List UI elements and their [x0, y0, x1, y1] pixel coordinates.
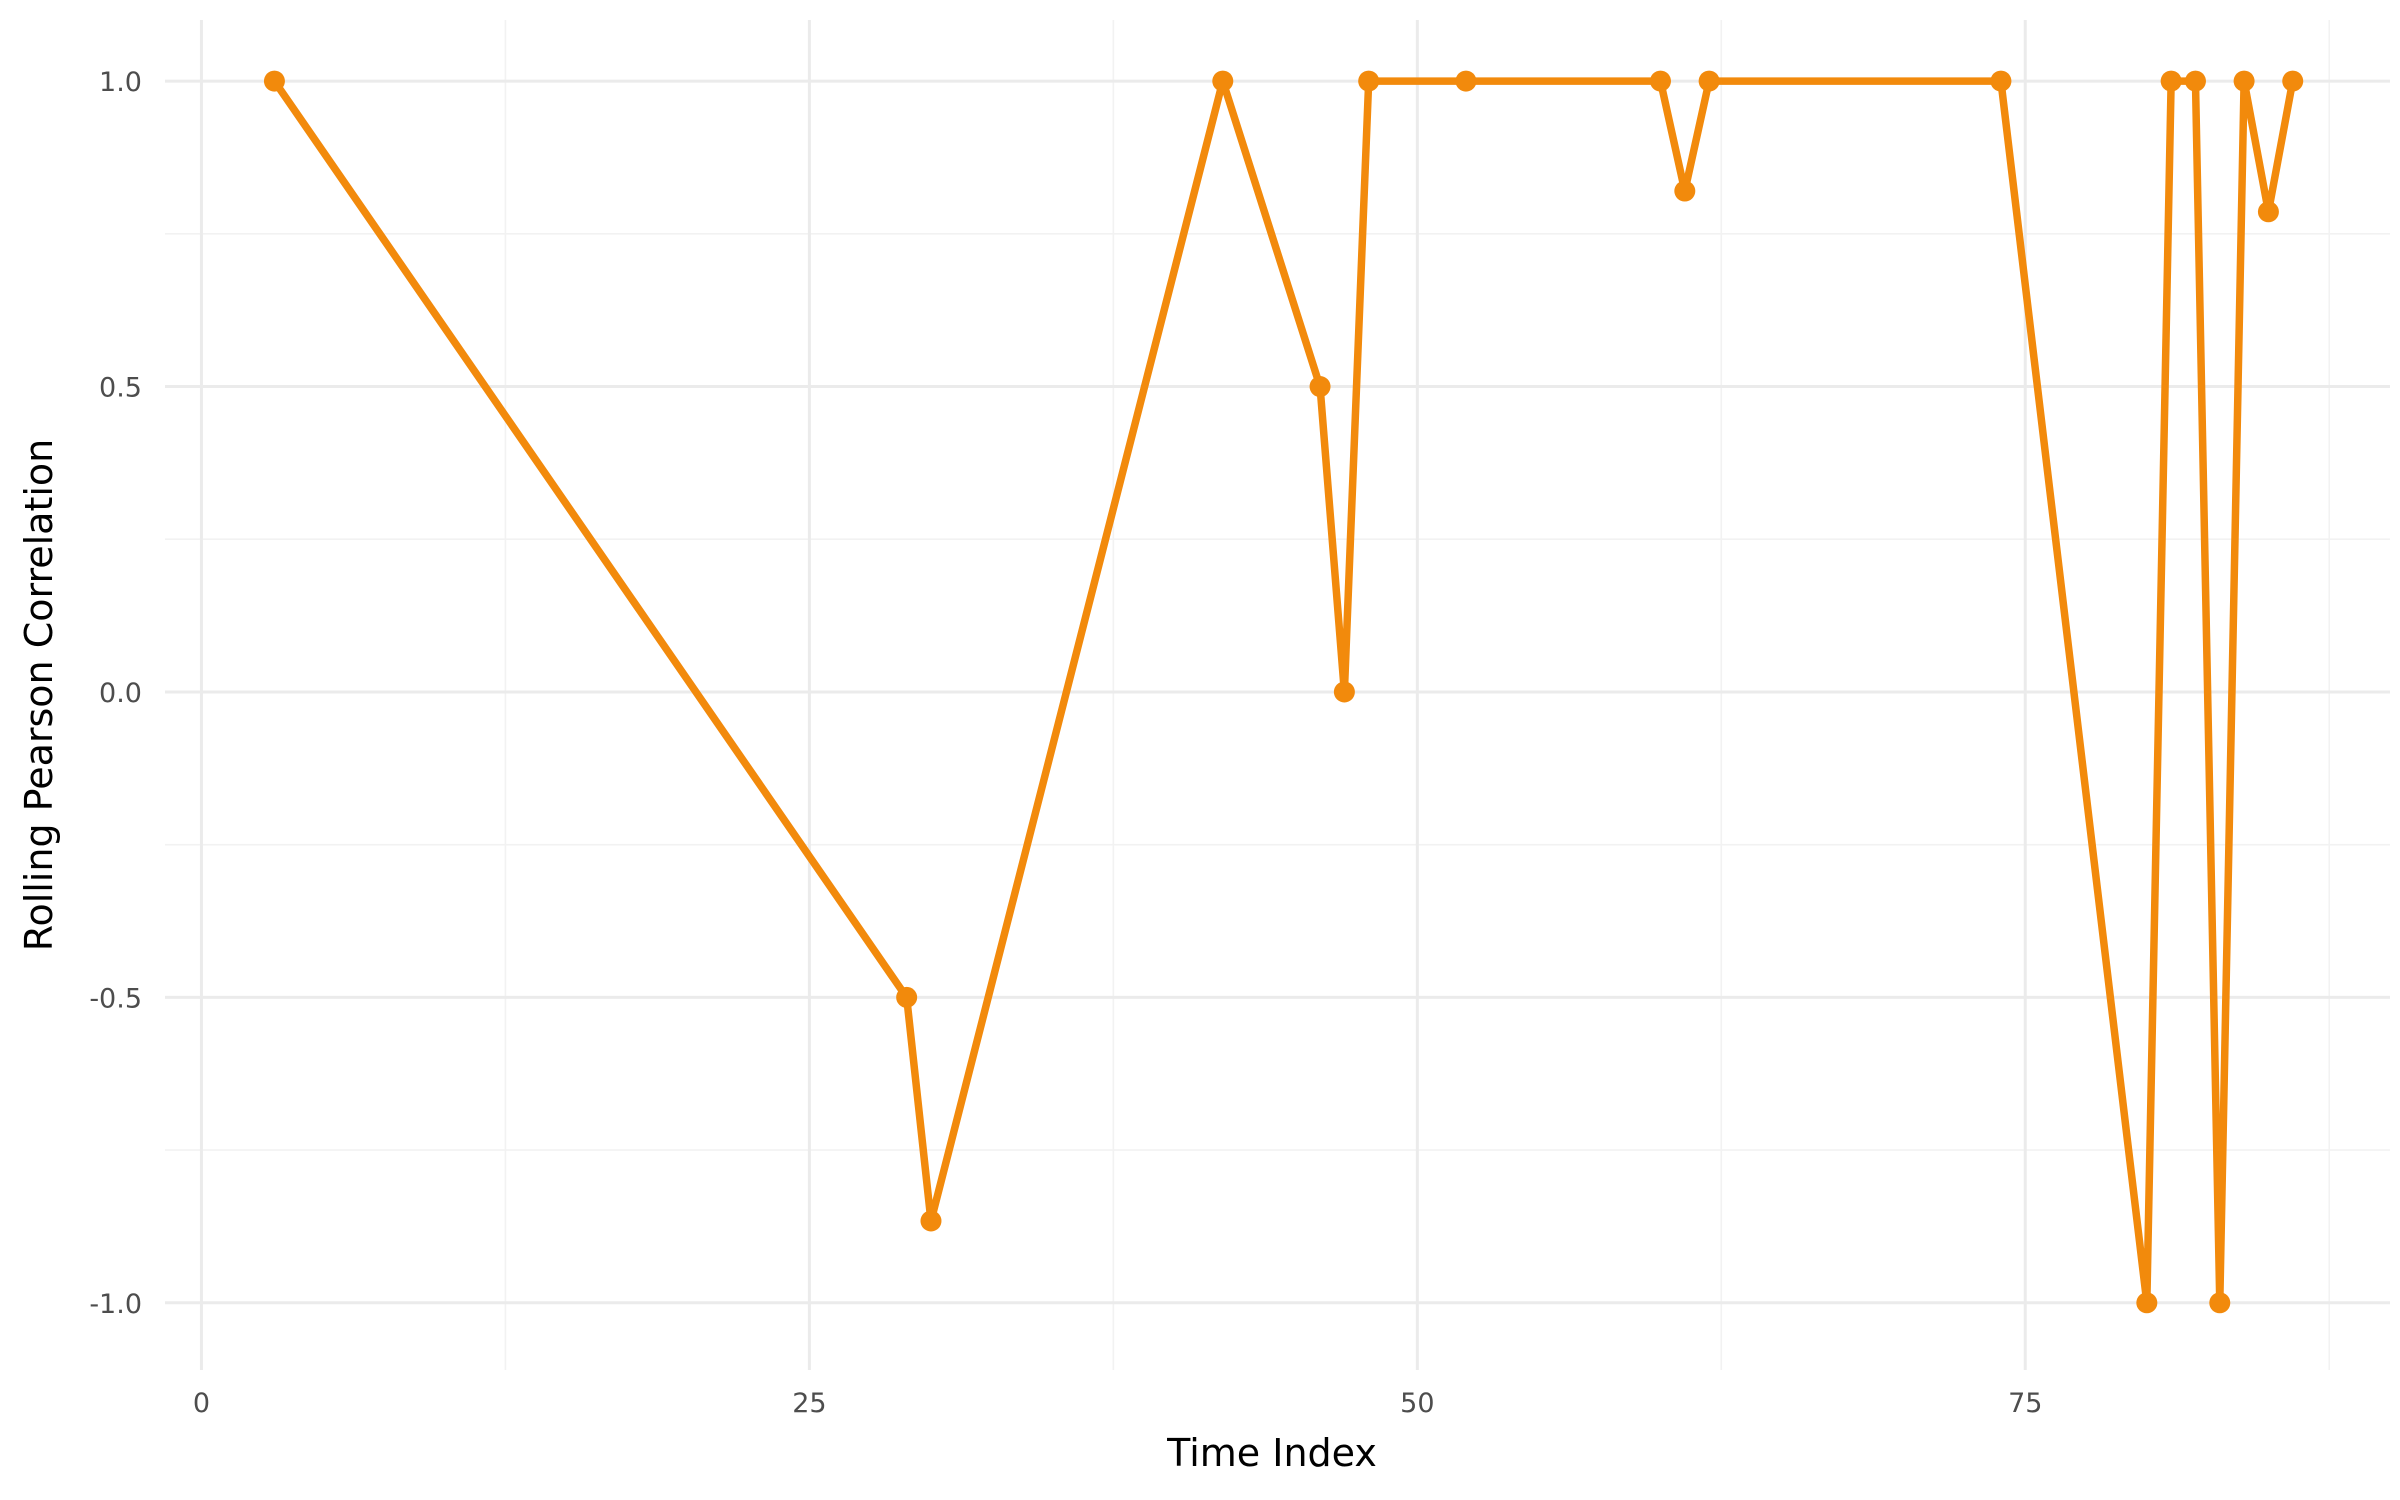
data-point — [1455, 70, 1477, 92]
data-point — [263, 70, 285, 92]
data-point — [1990, 70, 2012, 92]
data-point — [2282, 70, 2304, 92]
x-tick-labels: 0 25 50 75 — [193, 1388, 2043, 1419]
data-point — [2160, 70, 2182, 92]
data-point — [920, 1210, 942, 1232]
y-axis-title: Rolling Pearson Correlation — [17, 439, 61, 952]
data-point — [2136, 1292, 2158, 1314]
y-tick-label: 0.5 — [99, 373, 142, 404]
data-point — [1674, 180, 1696, 202]
x-tick-label: 75 — [2008, 1388, 2042, 1419]
x-tick-label: 50 — [1400, 1388, 1434, 1419]
y-tick-label: -1.0 — [89, 1289, 142, 1320]
data-point — [896, 986, 918, 1008]
points-layer — [263, 70, 2304, 1314]
x-tick-label: 25 — [792, 1388, 826, 1419]
data-point — [1309, 376, 1331, 398]
data-point — [1698, 70, 1720, 92]
data-point — [2209, 1292, 2231, 1314]
data-point — [2257, 201, 2279, 223]
y-tick-labels: -1.0 -0.5 0.0 0.5 1.0 — [89, 67, 142, 1320]
data-point — [2184, 70, 2206, 92]
data-point — [1212, 70, 1234, 92]
data-point — [1333, 681, 1355, 703]
data-point — [1358, 70, 1380, 92]
y-tick-label: 0.0 — [99, 678, 142, 709]
x-tick-label: 0 — [193, 1388, 210, 1419]
y-tick-label: -0.5 — [89, 983, 142, 1014]
grid — [165, 20, 2390, 1370]
y-tick-label: 1.0 — [99, 67, 142, 98]
data-point — [1649, 70, 1671, 92]
x-axis-title: Time Index — [1166, 1431, 1377, 1475]
data-point — [2233, 70, 2255, 92]
